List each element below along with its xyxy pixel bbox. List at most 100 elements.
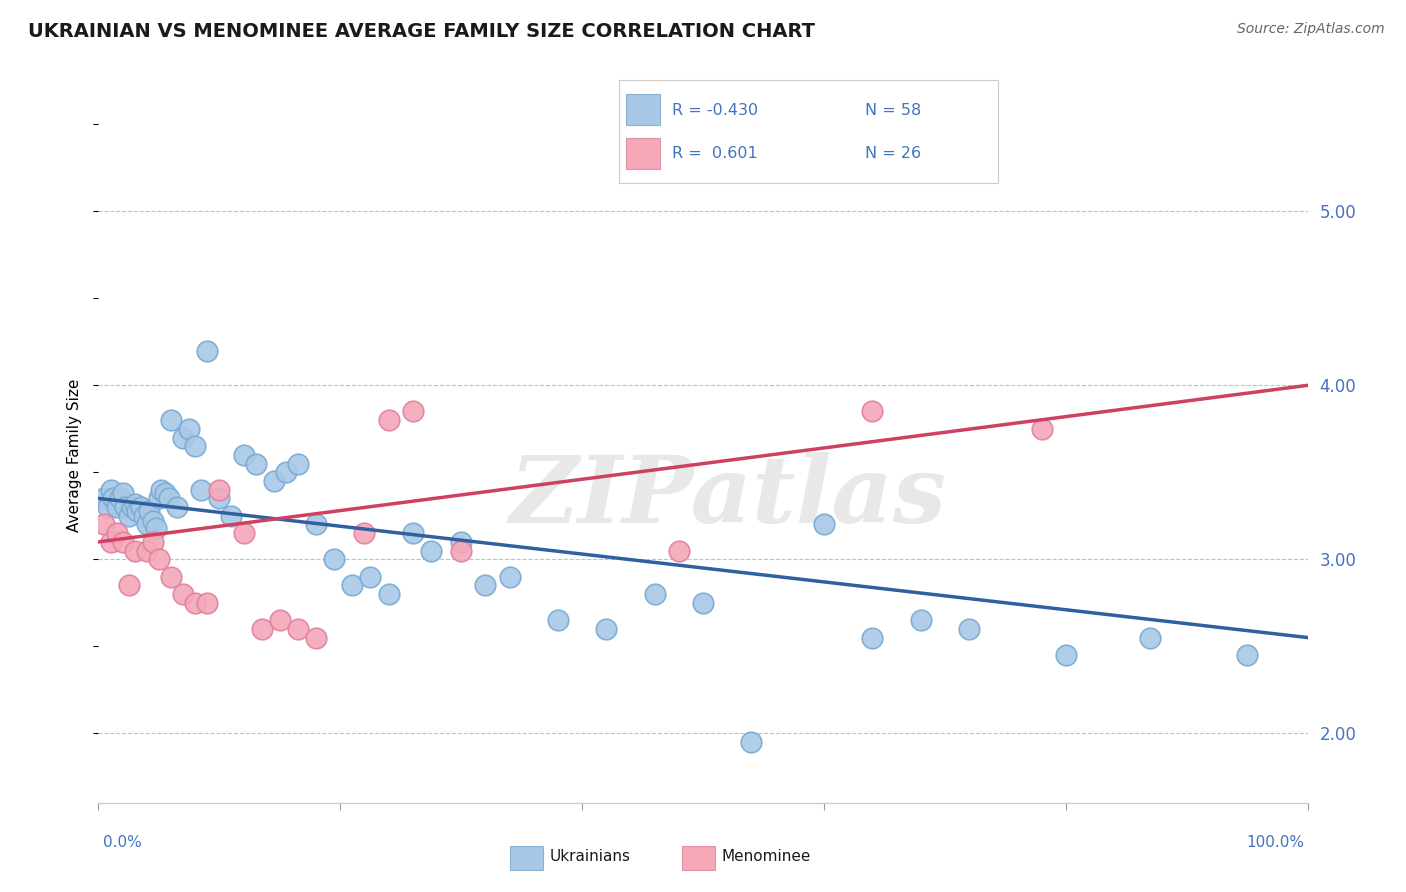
Point xyxy=(668,543,690,558)
Point xyxy=(910,613,932,627)
Point xyxy=(101,491,124,506)
Point xyxy=(142,514,165,528)
Point xyxy=(1139,631,1161,645)
Point xyxy=(474,578,496,592)
Point xyxy=(245,457,267,471)
Point xyxy=(184,439,207,453)
Point xyxy=(142,535,165,549)
Point xyxy=(153,486,176,500)
Point xyxy=(127,503,149,517)
Point xyxy=(342,578,364,592)
Text: UKRAINIAN VS MENOMINEE AVERAGE FAMILY SIZE CORRELATION CHART: UKRAINIAN VS MENOMINEE AVERAGE FAMILY SI… xyxy=(28,22,815,41)
Point xyxy=(138,503,160,517)
Bar xyxy=(510,846,543,870)
Text: Source: ZipAtlas.com: Source: ZipAtlas.com xyxy=(1237,22,1385,37)
Point xyxy=(97,500,120,514)
Point xyxy=(232,448,254,462)
Point xyxy=(287,622,309,636)
Point xyxy=(402,404,425,418)
Point xyxy=(377,587,399,601)
Text: 100.0%: 100.0% xyxy=(1247,836,1305,850)
Point xyxy=(323,552,346,566)
Point xyxy=(250,622,273,636)
Point xyxy=(145,521,167,535)
Point xyxy=(111,486,134,500)
Point xyxy=(195,596,218,610)
Text: 0.0%: 0.0% xyxy=(103,836,142,850)
Point xyxy=(692,596,714,610)
Text: Menominee: Menominee xyxy=(721,849,811,864)
Point xyxy=(129,500,152,514)
Point xyxy=(263,474,285,488)
Point xyxy=(498,570,520,584)
Point xyxy=(450,543,472,558)
Point xyxy=(118,578,141,592)
Point xyxy=(172,587,194,601)
Text: N = 58: N = 58 xyxy=(866,103,922,118)
Point xyxy=(148,552,170,566)
Point xyxy=(402,526,425,541)
Point xyxy=(148,491,170,506)
Point xyxy=(360,570,382,584)
Point xyxy=(135,543,157,558)
Point xyxy=(1236,648,1258,662)
Point xyxy=(377,413,399,427)
Point xyxy=(114,500,136,514)
Point xyxy=(135,517,157,532)
Bar xyxy=(682,846,714,870)
Text: ZIPatlas: ZIPatlas xyxy=(509,451,946,541)
Point xyxy=(208,491,231,506)
Point xyxy=(134,508,156,523)
Point xyxy=(1031,422,1053,436)
Point xyxy=(108,491,131,506)
Point xyxy=(860,404,883,418)
Bar xyxy=(626,138,661,169)
Point xyxy=(195,343,218,358)
Point xyxy=(353,526,375,541)
Point xyxy=(208,483,231,497)
Point xyxy=(190,483,212,497)
Point xyxy=(93,517,115,532)
Text: Ukrainians: Ukrainians xyxy=(550,849,631,864)
Point xyxy=(100,535,122,549)
Point xyxy=(269,613,291,627)
Point xyxy=(172,431,194,445)
Point xyxy=(305,631,328,645)
Point xyxy=(547,613,569,627)
Point xyxy=(124,543,146,558)
Point xyxy=(124,497,146,511)
Point xyxy=(157,491,180,506)
Point xyxy=(305,517,328,532)
Point xyxy=(100,483,122,497)
Point xyxy=(111,535,134,549)
Y-axis label: Average Family Size: Average Family Size xyxy=(67,378,83,532)
Point xyxy=(740,735,762,749)
Point xyxy=(184,596,207,610)
Point xyxy=(105,500,128,514)
Point xyxy=(595,622,617,636)
Point xyxy=(118,508,141,523)
Point xyxy=(287,457,309,471)
Point xyxy=(93,491,115,506)
Point xyxy=(105,526,128,541)
Point xyxy=(1054,648,1077,662)
Point xyxy=(221,508,243,523)
Bar xyxy=(626,94,661,125)
Text: R =  0.601: R = 0.601 xyxy=(672,146,758,161)
Text: N = 26: N = 26 xyxy=(866,146,921,161)
Point xyxy=(420,543,443,558)
Point xyxy=(179,422,201,436)
Point xyxy=(860,631,883,645)
Point xyxy=(150,483,173,497)
Point xyxy=(166,500,188,514)
Point xyxy=(160,413,183,427)
Point xyxy=(450,535,472,549)
Point xyxy=(957,622,980,636)
Point xyxy=(813,517,835,532)
Point xyxy=(644,587,666,601)
Text: R = -0.430: R = -0.430 xyxy=(672,103,758,118)
Point xyxy=(121,500,143,514)
Point xyxy=(160,570,183,584)
Point xyxy=(274,466,297,480)
Point xyxy=(232,526,254,541)
